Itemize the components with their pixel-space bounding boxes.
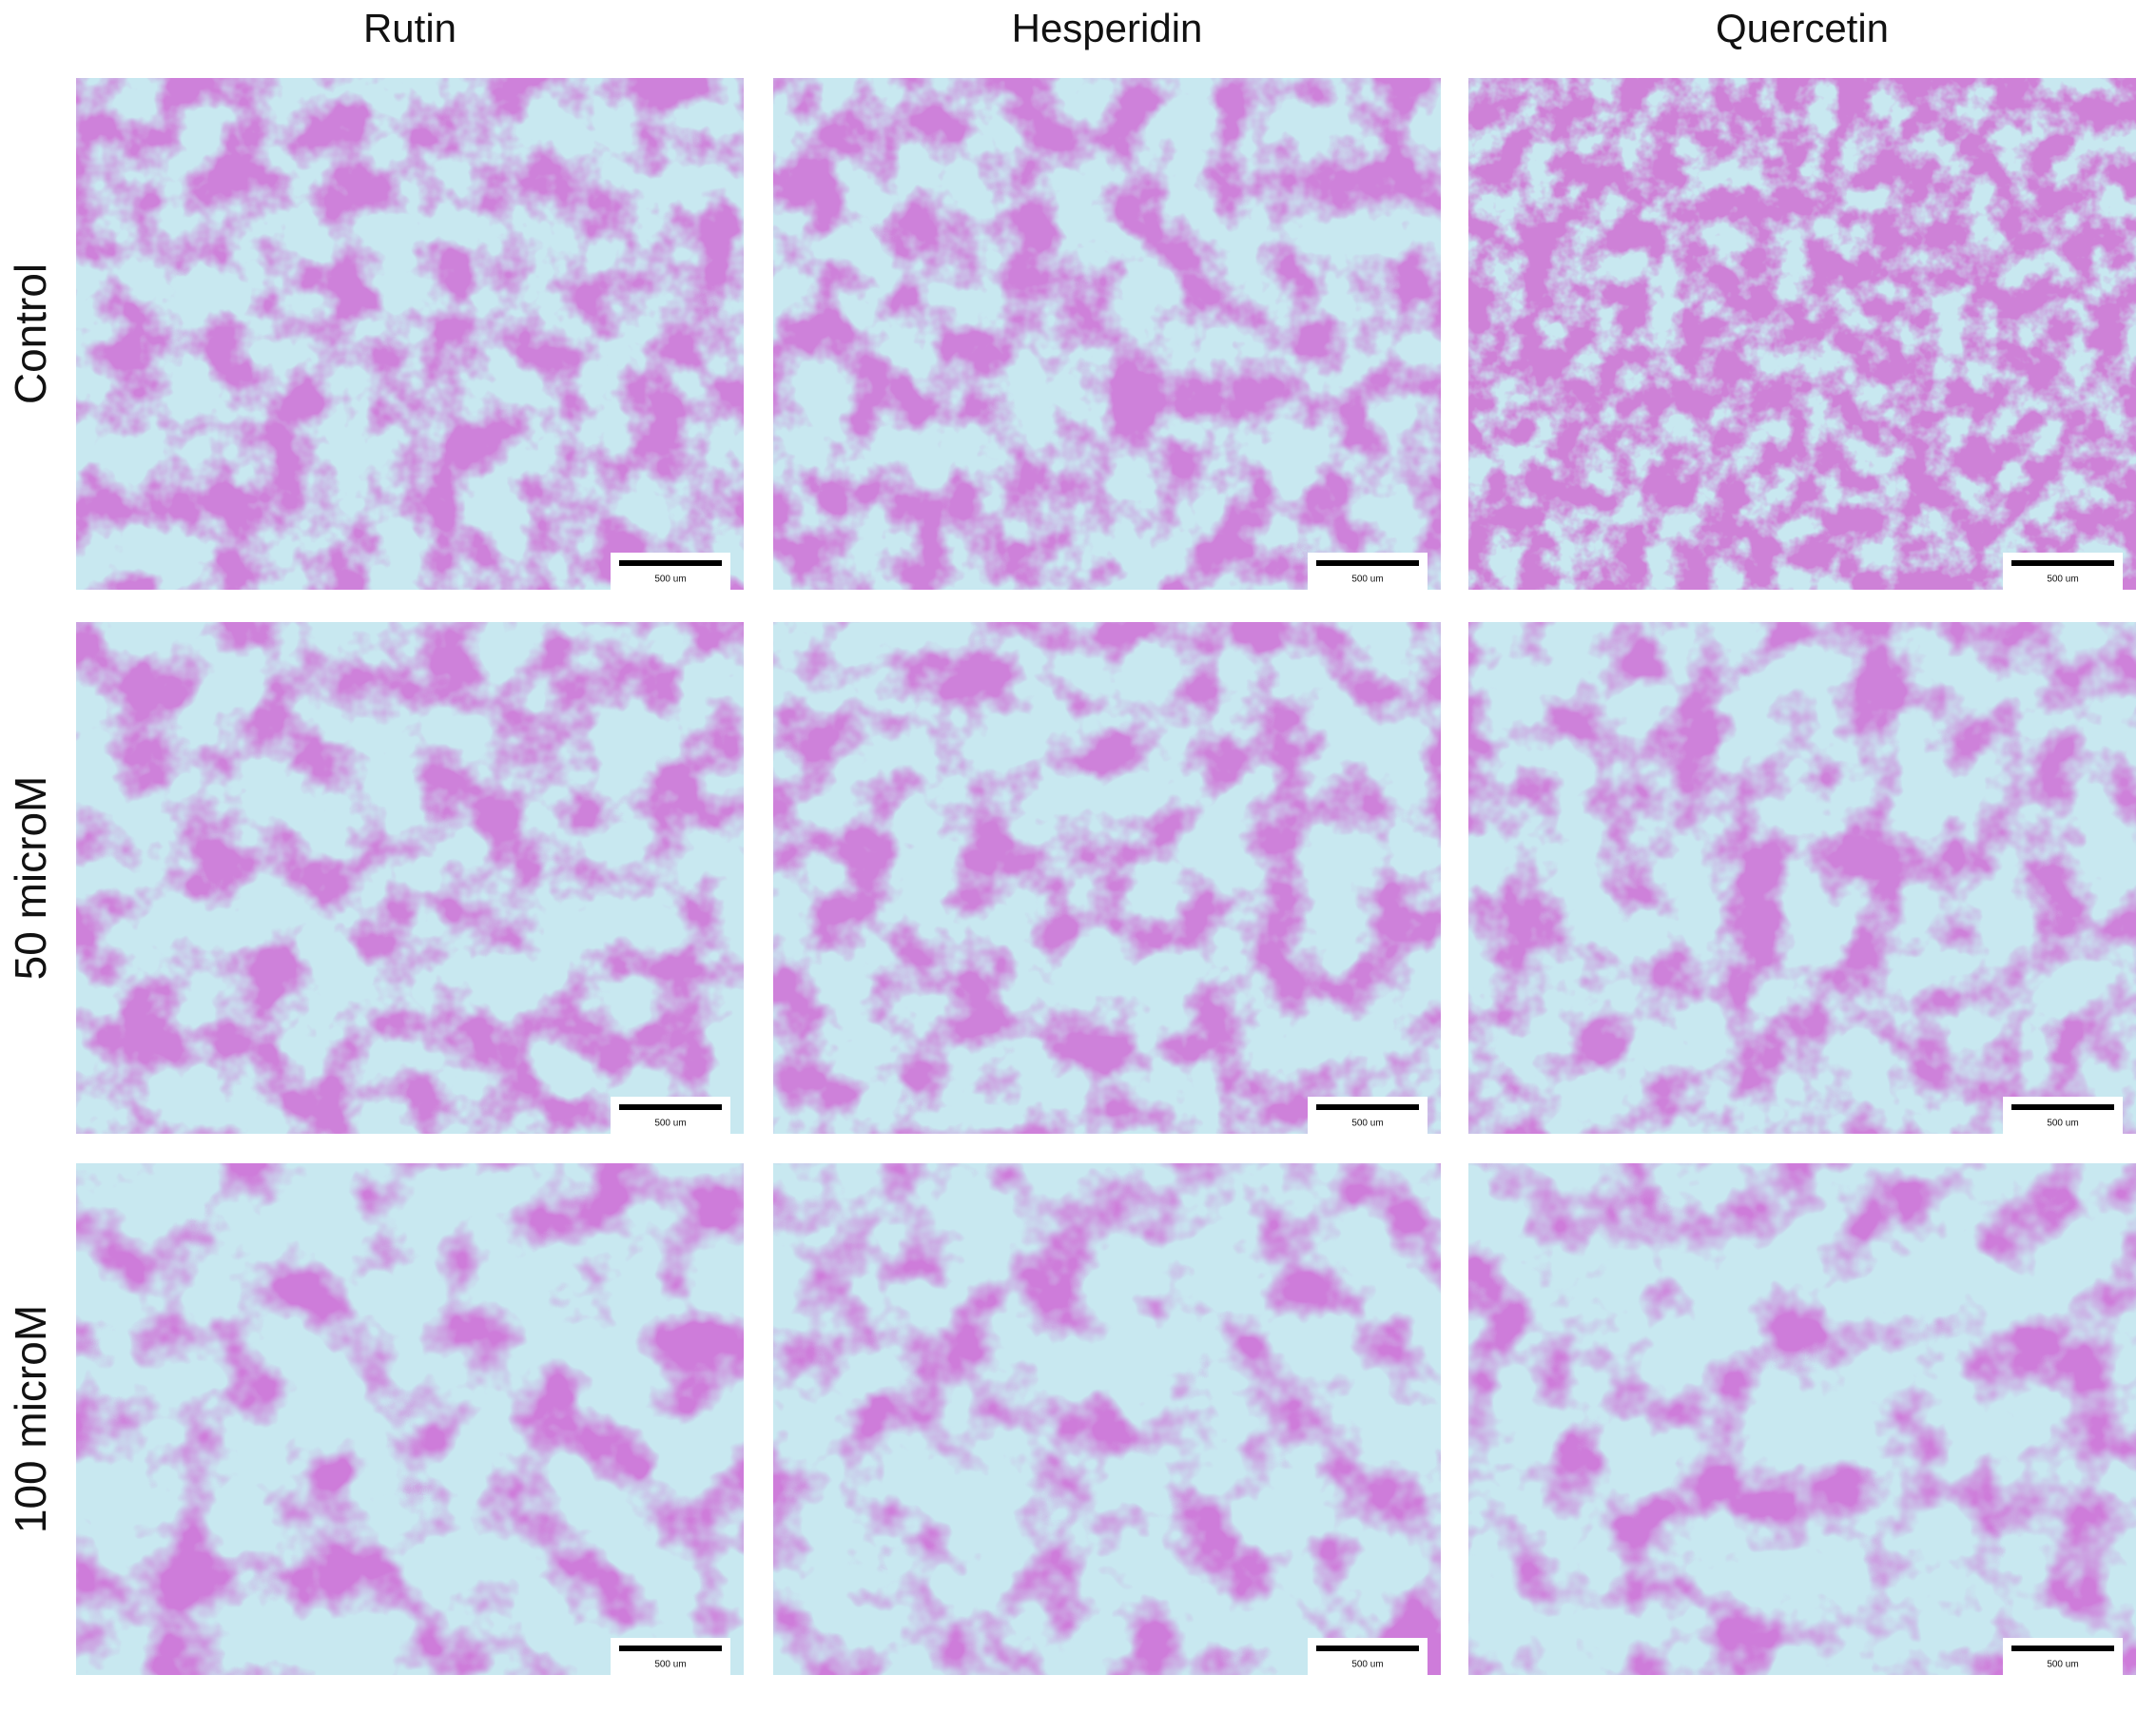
scale-bar — [1316, 1104, 1419, 1110]
scale-bar-box — [611, 1638, 730, 1675]
column-header: Rutin — [363, 6, 456, 50]
scale-bar — [619, 560, 722, 566]
stained-cells — [1468, 78, 2136, 590]
scale-bar-box — [1308, 1097, 1428, 1134]
panel-grid: 500 um 500 um 500 um 500 um 500 um 500 um 500 … — [76, 78, 2136, 1675]
stained-cells — [76, 622, 744, 1134]
micrograph-panel: 500 um — [76, 1163, 744, 1675]
micrograph-panel: 500 um — [76, 622, 744, 1134]
scale-bar — [2011, 1646, 2114, 1651]
scale-bar-label: 500 um — [654, 575, 686, 585]
stained-cells — [76, 1163, 744, 1675]
scale-bar — [1316, 560, 1419, 566]
scale-bar-box — [1308, 1638, 1428, 1675]
scale-bar-label: 500 um — [1351, 575, 1383, 585]
scale-bar-box — [2003, 553, 2123, 590]
micrograph-panel: 500 um — [773, 78, 1441, 590]
stained-cells — [773, 1163, 1441, 1675]
micrograph-panel: 500 um — [76, 78, 744, 590]
column-header: Hesperidin — [1012, 6, 1203, 50]
row-label: Control — [6, 263, 55, 404]
scale-bar-box — [1308, 553, 1428, 590]
scale-bar — [619, 1646, 722, 1651]
scale-bar-label: 500 um — [654, 1119, 686, 1129]
stained-cells — [1468, 1163, 2136, 1675]
micrograph-panel: 500 um — [1468, 78, 2136, 590]
stained-cells — [1468, 622, 2136, 1134]
scale-bar-label: 500 um — [1351, 1119, 1383, 1129]
scale-bar-box — [2003, 1638, 2123, 1675]
scale-bar-label: 500 um — [2047, 1660, 2078, 1670]
scale-bar-label: 500 um — [2047, 575, 2078, 585]
scale-bar-box — [611, 1097, 730, 1134]
micrograph-panel: 500 um — [773, 1163, 1441, 1675]
scale-bar — [619, 1104, 722, 1110]
stained-cells — [773, 78, 1441, 590]
scale-bar — [2011, 1104, 2114, 1110]
scale-bar — [1316, 1646, 1419, 1651]
micrograph-panel: 500 um — [773, 622, 1441, 1134]
row-label: 50 microM — [6, 776, 55, 981]
scale-bar-label: 500 um — [654, 1660, 686, 1670]
column-header: Quercetin — [1716, 6, 1889, 50]
stained-cells — [76, 78, 744, 590]
stained-cells — [773, 622, 1441, 1134]
scale-bar-label: 500 um — [1351, 1660, 1383, 1670]
row-label: 100 microM — [6, 1305, 55, 1533]
scale-bar-box — [611, 553, 730, 590]
scale-bar-box — [2003, 1097, 2123, 1134]
scale-bar-label: 500 um — [2047, 1119, 2078, 1129]
micrograph-panel: 500 um — [1468, 622, 2136, 1134]
micrograph-panel: 500 um — [1468, 1163, 2136, 1675]
scale-bar — [2011, 560, 2114, 566]
